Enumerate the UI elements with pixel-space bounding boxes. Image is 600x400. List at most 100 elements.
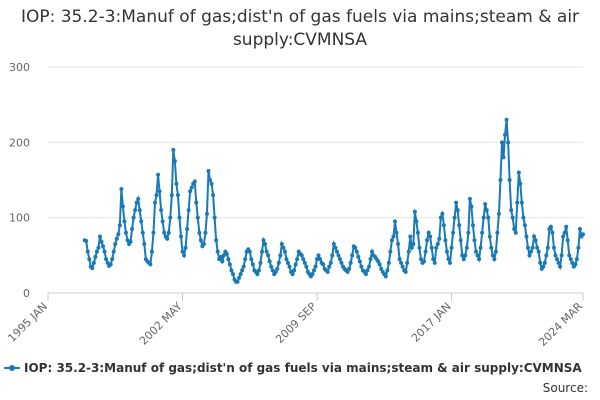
data-point	[541, 264, 546, 269]
data-point	[325, 269, 330, 274]
data-point	[551, 245, 556, 250]
data-point	[489, 245, 494, 250]
data-point	[438, 215, 443, 220]
data-point	[85, 249, 90, 254]
data-point	[125, 238, 130, 243]
data-point	[104, 257, 109, 262]
data-point	[114, 236, 119, 241]
data-point	[486, 215, 491, 220]
data-point	[284, 257, 289, 262]
data-point	[180, 249, 185, 254]
data-point	[423, 249, 428, 254]
data-point	[391, 234, 396, 239]
y-tick-label: 100	[9, 212, 30, 225]
data-point	[463, 253, 468, 258]
data-point	[426, 230, 431, 235]
data-point	[113, 242, 118, 247]
source-label: Source:	[543, 381, 588, 395]
data-point	[495, 230, 500, 235]
data-point	[440, 211, 445, 216]
data-point	[301, 257, 306, 262]
data-point	[140, 230, 145, 235]
data-point	[469, 204, 474, 209]
data-point	[93, 254, 98, 259]
data-point	[405, 260, 410, 265]
data-point	[331, 242, 336, 247]
data-point	[499, 140, 504, 145]
data-point	[376, 259, 381, 264]
data-point	[452, 215, 457, 220]
data-point	[559, 253, 564, 258]
data-point	[183, 245, 188, 250]
data-point	[255, 272, 260, 277]
data-point	[428, 234, 433, 239]
data-point	[522, 223, 527, 228]
data-point	[350, 253, 355, 258]
data-point	[555, 257, 560, 262]
x-tick-label: 2017 JAN	[409, 300, 454, 345]
data-point	[448, 260, 453, 265]
data-point	[446, 257, 451, 262]
data-point	[504, 117, 509, 122]
data-point	[394, 230, 399, 235]
data-point	[318, 257, 323, 262]
data-point	[422, 259, 427, 264]
data-point	[496, 211, 501, 216]
data-point	[168, 215, 173, 220]
data-point	[519, 200, 524, 205]
data-point	[527, 253, 532, 258]
data-point	[279, 242, 284, 247]
data-point	[165, 236, 170, 241]
data-point	[101, 244, 106, 249]
data-point	[437, 236, 442, 241]
data-point	[230, 272, 235, 277]
data-point	[533, 238, 538, 243]
data-point	[553, 253, 558, 258]
data-point	[411, 242, 416, 247]
data-point	[281, 245, 286, 250]
data-point	[461, 257, 466, 262]
data-point	[412, 209, 417, 214]
y-tick-label: 300	[9, 61, 30, 74]
data-point	[480, 230, 485, 235]
data-point	[258, 260, 263, 265]
data-point	[299, 253, 304, 258]
data-point	[425, 238, 430, 243]
data-point	[185, 226, 190, 231]
data-point	[389, 238, 394, 243]
data-point	[261, 238, 266, 243]
data-point	[84, 239, 89, 244]
data-point	[197, 230, 202, 235]
data-point	[215, 249, 220, 254]
data-point	[198, 238, 203, 243]
data-point	[175, 193, 180, 198]
data-point	[94, 249, 99, 254]
data-point	[105, 260, 110, 265]
data-point	[542, 260, 547, 265]
data-point	[178, 234, 183, 239]
data-point	[509, 208, 514, 213]
data-point	[224, 251, 229, 256]
data-point	[457, 223, 462, 228]
data-point	[221, 253, 226, 258]
data-point	[336, 253, 341, 258]
x-tick-label: 1995 JAN	[5, 300, 50, 345]
data-point	[123, 230, 128, 235]
data-point	[134, 200, 139, 205]
data-point	[295, 257, 300, 262]
data-point	[227, 262, 232, 267]
data-point	[154, 193, 159, 198]
chart-title: IOP: 35.2-3:Manuf of gas;dist'n of gas f…	[20, 7, 580, 50]
y-tick-label: 200	[9, 136, 30, 149]
x-tick-label: 2024 MAR	[536, 300, 585, 349]
data-point	[282, 249, 287, 254]
data-point	[383, 274, 388, 279]
data-point	[417, 245, 422, 250]
data-point	[327, 264, 332, 269]
data-point	[535, 245, 540, 250]
data-point	[102, 249, 107, 254]
data-point	[556, 260, 561, 265]
data-point	[455, 208, 460, 213]
data-point	[515, 200, 520, 205]
data-point	[264, 249, 269, 254]
